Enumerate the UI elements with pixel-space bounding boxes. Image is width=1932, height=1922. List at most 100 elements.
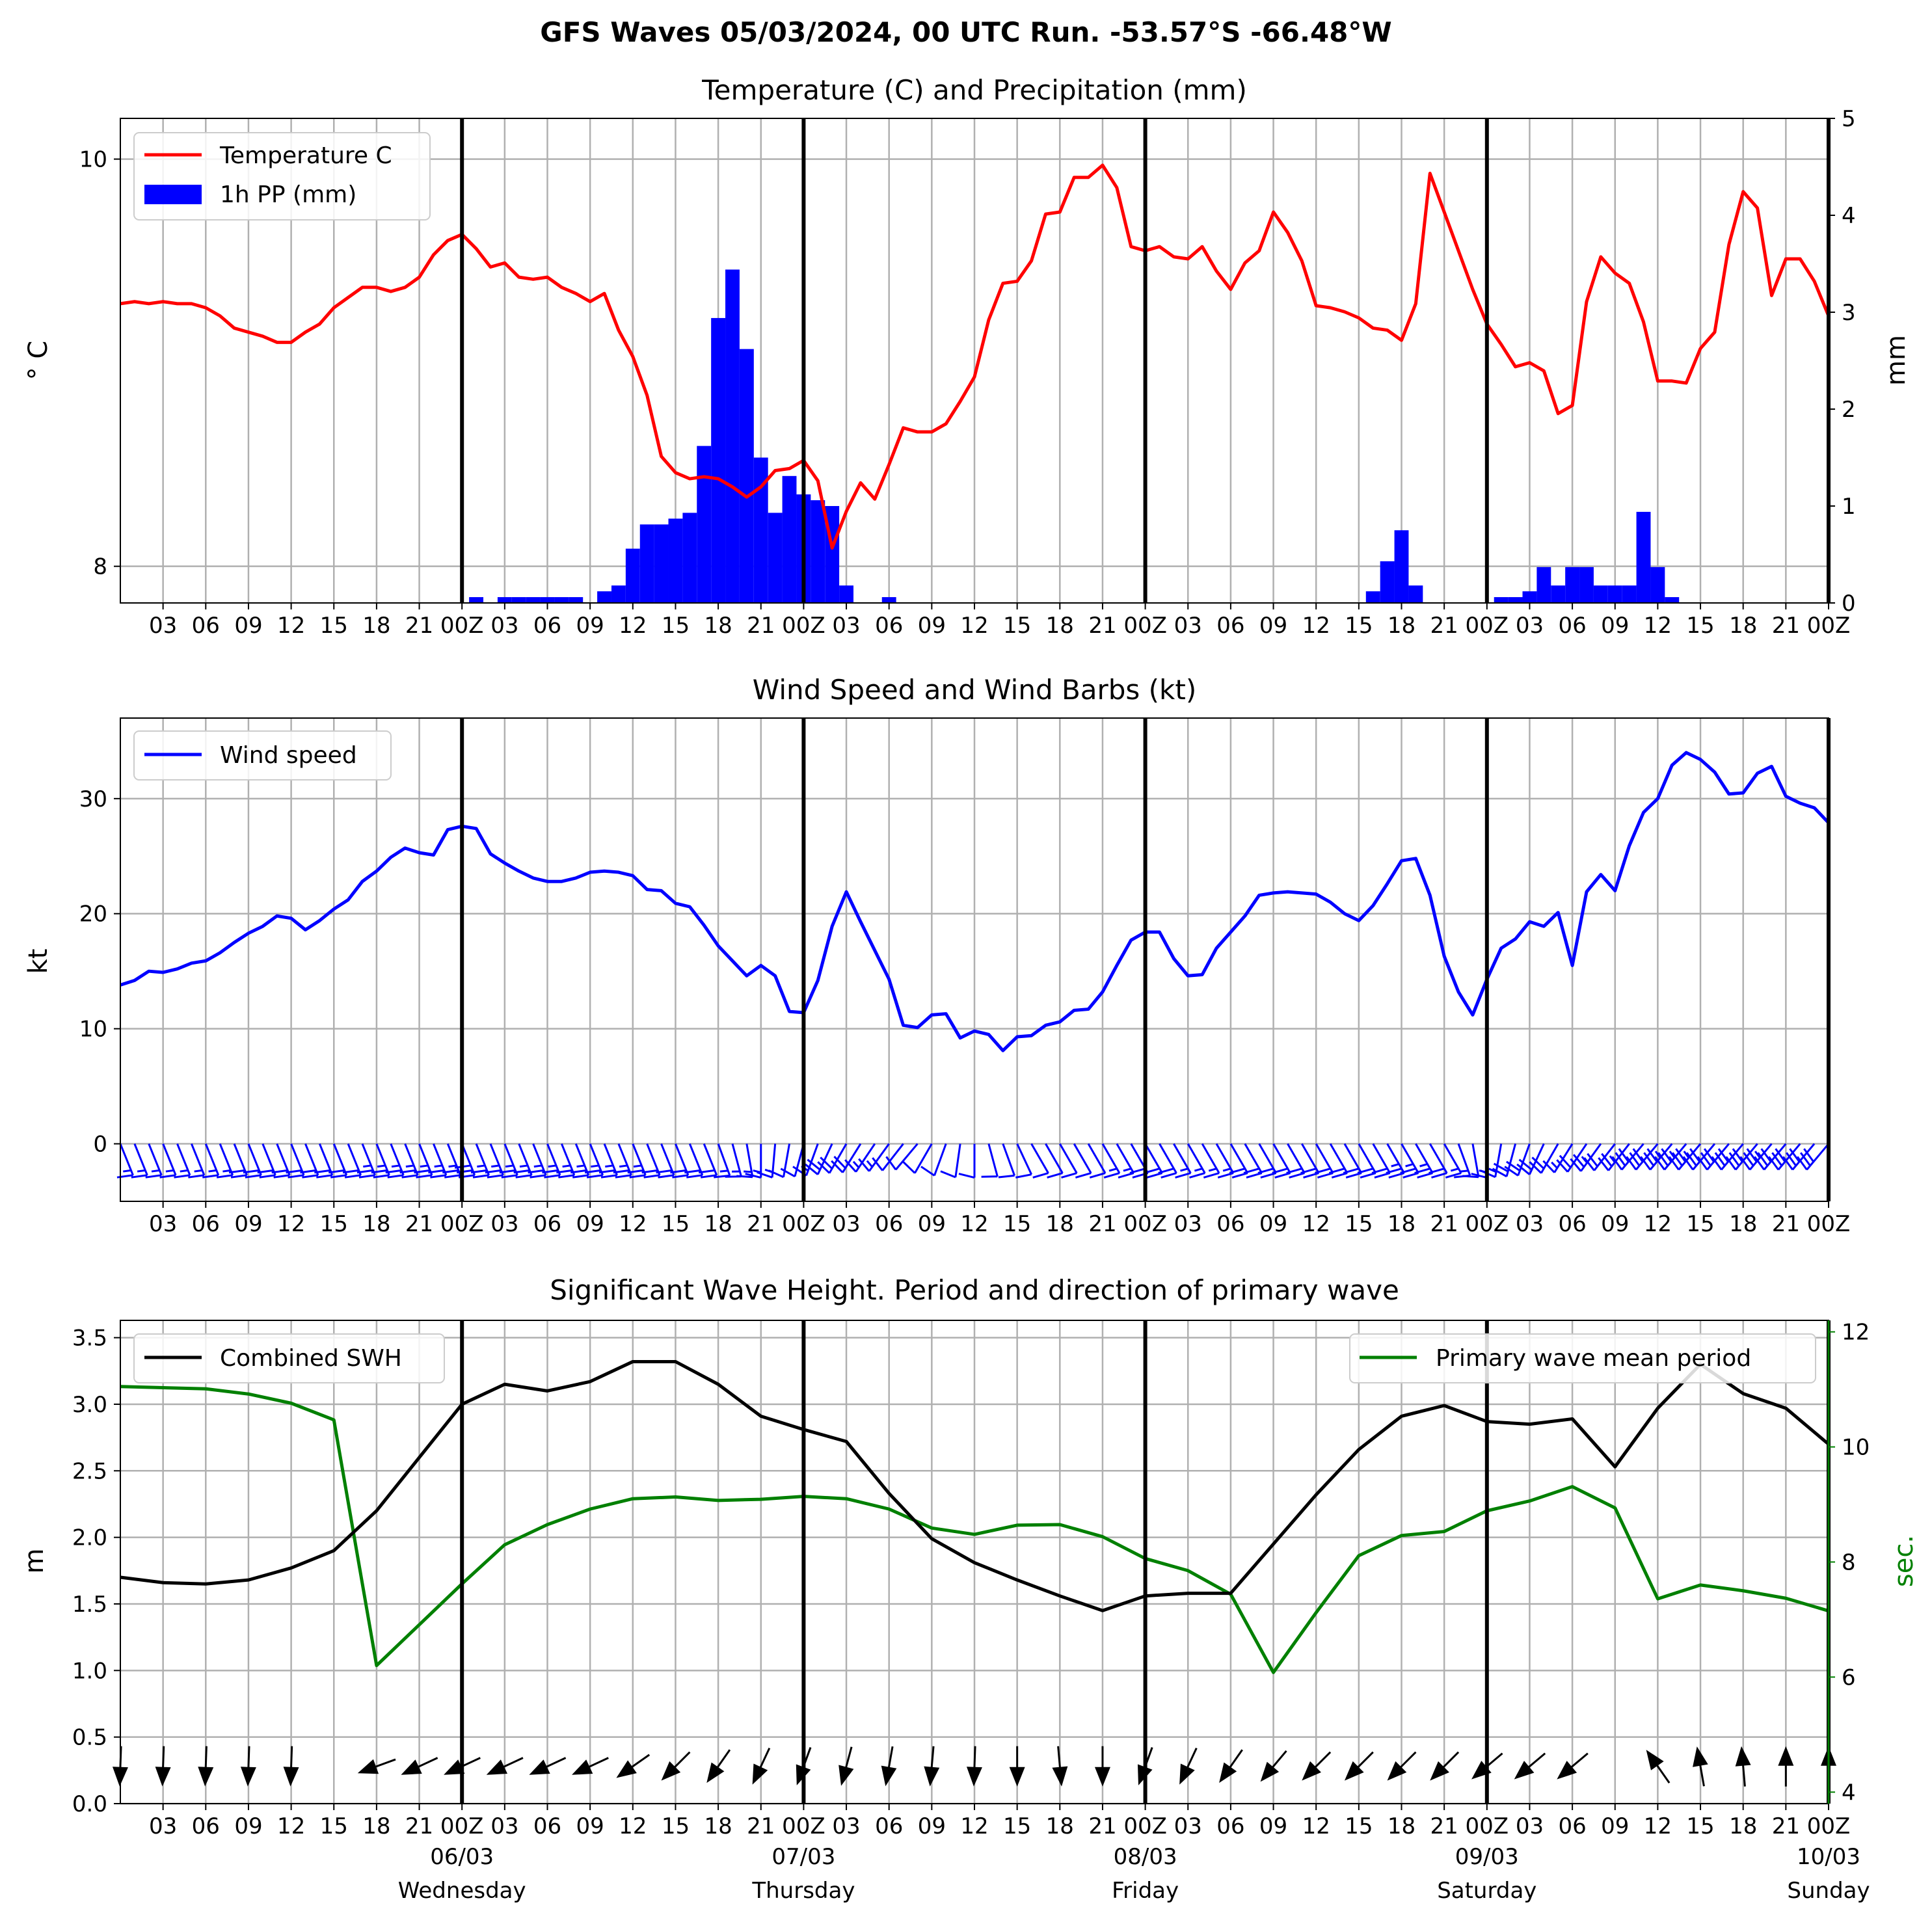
barb-feather [920, 1166, 935, 1177]
barb-feather [1203, 1172, 1220, 1179]
x-tick-label: 15 [320, 1813, 348, 1839]
barb-feather [1189, 1172, 1205, 1179]
barb-feather [542, 1169, 559, 1174]
wave-arrow [1693, 1746, 1708, 1787]
x-tick-label: 21 [1772, 613, 1800, 639]
precip-bar [639, 524, 654, 603]
wave-arrow [283, 1746, 299, 1787]
wind-barb [1529, 1143, 1559, 1174]
x-tick-label: 12 [1302, 613, 1330, 639]
x-tick-label: 00Z [440, 613, 484, 639]
barb-staff [987, 1143, 999, 1177]
x-tick-label: 06 [1216, 1211, 1244, 1237]
arrow-head [1260, 1761, 1280, 1782]
legend-label-wind-speed: Wind speed [220, 742, 357, 769]
barb-half-feather [605, 1164, 613, 1168]
barb-feather [1725, 1156, 1737, 1171]
barb-half-feather [1208, 1168, 1217, 1172]
barb-feather [820, 1156, 833, 1169]
barb-feather [257, 1169, 274, 1174]
barb-feather [1089, 1172, 1106, 1179]
wind-barb [286, 1143, 305, 1179]
wind-barb [131, 1143, 148, 1179]
precip-bar [1579, 567, 1594, 603]
wind-barb [885, 1143, 919, 1171]
wind-barb [656, 1143, 675, 1179]
barb-feather [1654, 1156, 1665, 1171]
x-tick-label: 06 [1558, 1211, 1586, 1237]
grid [120, 1320, 1829, 1805]
wind-barb [1015, 1143, 1032, 1179]
x-tick-label: 21 [405, 613, 433, 639]
y-tick-label: 2 [1842, 397, 1856, 423]
wave-arrow [1514, 1752, 1546, 1780]
x-tick-label: 18 [1046, 1211, 1074, 1237]
arrow-head [839, 1765, 854, 1786]
precip-bar [1522, 591, 1537, 603]
y-axis-right: 4 6 8 10 12 [1829, 1320, 1870, 1806]
barb-feather [768, 1169, 785, 1179]
x-tick-label: 15 [1345, 1813, 1373, 1839]
wind-barb [1668, 1143, 1702, 1171]
y-tick-label: 0 [93, 1132, 107, 1158]
wind-barb [216, 1143, 234, 1179]
y-tick-label: 20 [79, 901, 107, 928]
x-tick-label: 06 [1216, 613, 1244, 639]
wave-arrow [198, 1746, 214, 1787]
barb-feather [1061, 1172, 1077, 1179]
barb-staff [1315, 1143, 1334, 1174]
barb-feather [1689, 1148, 1701, 1163]
barb-staff [1443, 1143, 1462, 1174]
wind-barb [1257, 1143, 1277, 1179]
barb-feather [401, 1174, 418, 1179]
barb-feather [1618, 1148, 1630, 1163]
wave-arrow [661, 1751, 691, 1781]
barb-feather [1556, 1159, 1569, 1173]
barb-feather [1371, 1168, 1388, 1174]
barb-feather [643, 1174, 660, 1179]
y-axis-label-right: mm [1881, 335, 1911, 386]
x-tick-label: 09 [1259, 1211, 1287, 1237]
barb-feather [1075, 1172, 1092, 1179]
barb-feather [1640, 1156, 1652, 1171]
wind-barb [1386, 1143, 1405, 1179]
x-tick-label: 18 [704, 613, 732, 639]
wind-barb [300, 1143, 319, 1179]
x-tick-label: 12 [1644, 1211, 1672, 1237]
barb-feather [1714, 1152, 1726, 1167]
wave-arrow [1302, 1751, 1332, 1781]
barb-half-feather [533, 1164, 543, 1168]
x-tick-label: 21 [1430, 1211, 1458, 1237]
barb-feather [1303, 1172, 1319, 1179]
barb-feather [1175, 1172, 1191, 1179]
arrow-head [240, 1767, 256, 1787]
y-tick-label: 0.5 [72, 1725, 107, 1751]
wind-barb [805, 1143, 833, 1175]
barb-half-feather [194, 1169, 203, 1173]
barb-feather [1587, 1153, 1598, 1168]
wind-barb [314, 1143, 334, 1179]
y-tick-label: 5 [1842, 106, 1856, 132]
day-weekday-label: Saturday [1437, 1878, 1536, 1904]
precip-bar [668, 518, 683, 603]
barb-feather [302, 1174, 319, 1179]
barb-half-feather [519, 1164, 528, 1168]
arrow-head [572, 1759, 593, 1775]
wind-barb [399, 1143, 419, 1179]
barb-feather [1775, 1148, 1786, 1163]
precip-bar [711, 317, 726, 603]
arrow-head [1430, 1761, 1449, 1781]
wind-barb [1328, 1143, 1348, 1179]
wind-barb [257, 1143, 276, 1179]
wind-barb [958, 1143, 976, 1179]
day-weekday-label: Friday [1112, 1878, 1179, 1904]
wind-barb [598, 1143, 618, 1179]
x-tick-label: 06 [192, 613, 220, 639]
wave-arrow [240, 1746, 256, 1787]
barb-feather [805, 1163, 819, 1175]
wind-barb [1101, 1143, 1121, 1179]
barb-half-feather [591, 1164, 599, 1168]
barb-staff [1030, 1143, 1049, 1174]
barb-staff [1415, 1143, 1434, 1174]
wind-barb [1030, 1143, 1049, 1179]
